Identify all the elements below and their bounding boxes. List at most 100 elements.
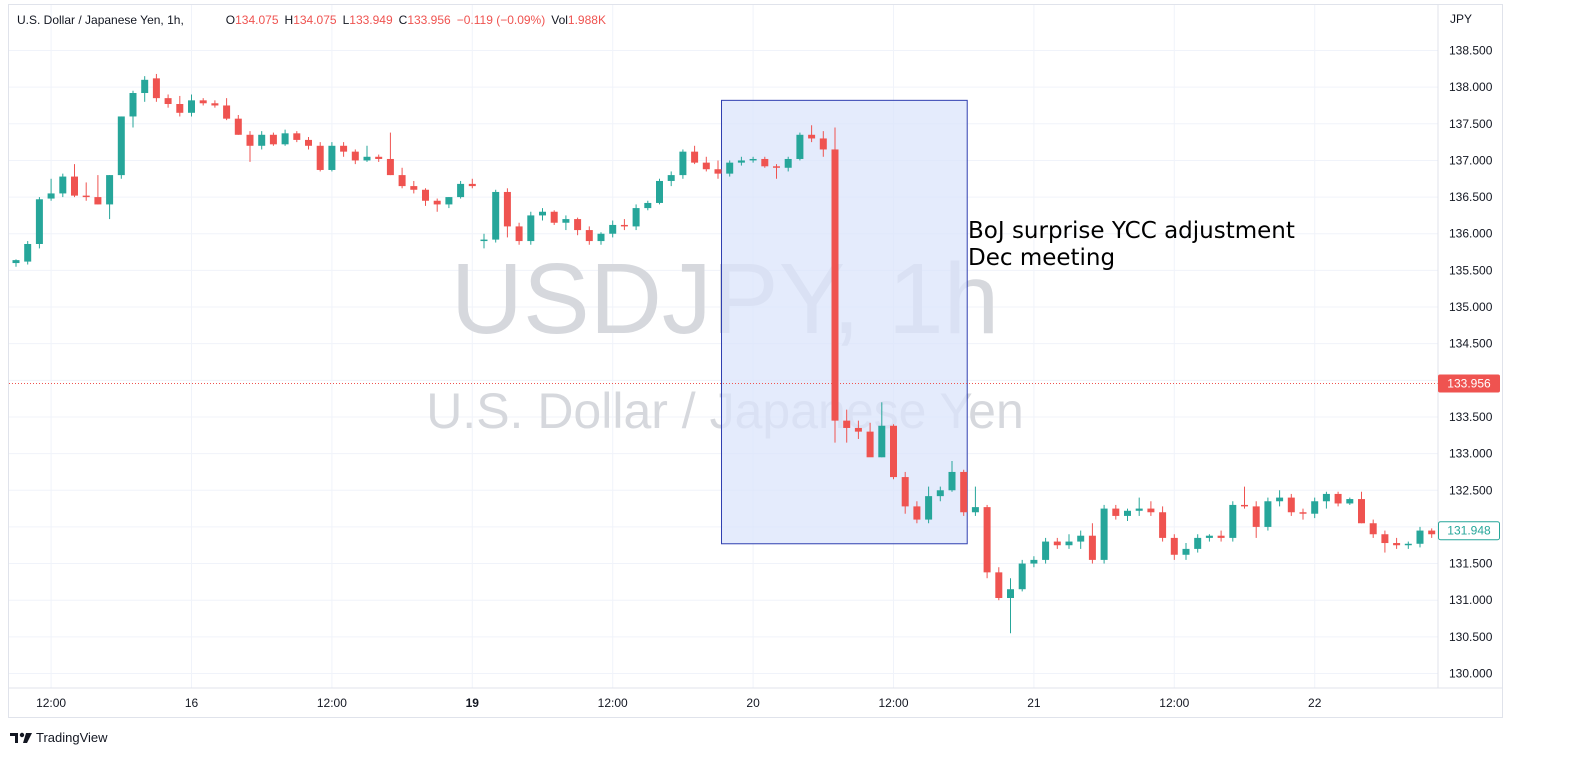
candle[interactable] (632, 204, 640, 231)
time-axis[interactable]: 12:00 16 12:00 19 12:00 20 12:00 21 12:00 22 (9, 687, 1502, 710)
candle[interactable] (1264, 497, 1272, 531)
candle[interactable] (141, 76, 149, 102)
candle[interactable] (539, 208, 546, 221)
candle[interactable] (691, 145, 699, 165)
candle[interactable] (1241, 486, 1248, 509)
candle[interactable] (106, 175, 114, 220)
candle[interactable] (1053, 537, 1061, 549)
candle[interactable] (422, 188, 429, 206)
candle[interactable] (761, 156, 769, 168)
candle[interactable] (843, 409, 851, 443)
tradingview-brand[interactable]: TradingView (36, 730, 108, 745)
candle[interactable] (585, 226, 593, 245)
candle[interactable] (375, 154, 383, 162)
candle[interactable] (995, 567, 1003, 601)
candle[interactable] (281, 129, 289, 146)
candle[interactable] (1018, 559, 1026, 592)
candle[interactable] (164, 94, 172, 108)
candle[interactable] (1217, 530, 1225, 542)
candle[interactable] (1346, 497, 1354, 505)
candle[interactable] (269, 132, 277, 146)
candle[interactable] (398, 167, 406, 189)
candle[interactable] (234, 114, 242, 135)
candle[interactable] (316, 142, 324, 172)
candle[interactable] (363, 145, 371, 162)
candle[interactable] (328, 142, 336, 172)
candle[interactable] (971, 486, 979, 516)
candle[interactable] (726, 160, 734, 177)
candle[interactable] (1088, 523, 1096, 564)
candle[interactable] (1170, 534, 1178, 560)
candle[interactable] (433, 198, 441, 212)
candle[interactable] (620, 219, 628, 231)
candle[interactable] (503, 188, 511, 238)
candle[interactable] (1229, 501, 1237, 542)
candle[interactable] (305, 136, 312, 150)
candle[interactable] (1100, 504, 1108, 564)
candle[interactable] (644, 200, 652, 211)
candle[interactable] (550, 210, 558, 225)
candle[interactable] (1287, 493, 1295, 516)
candle[interactable] (878, 402, 886, 458)
candle[interactable] (925, 486, 933, 524)
candle[interactable] (901, 471, 909, 514)
candle[interactable] (1358, 491, 1365, 524)
candle[interactable] (609, 220, 617, 238)
candle[interactable] (1182, 543, 1190, 560)
candle[interactable] (1428, 528, 1436, 538)
candle[interactable] (468, 178, 476, 189)
candle[interactable] (1393, 537, 1401, 549)
candle[interactable] (831, 127, 839, 443)
candle[interactable] (773, 164, 780, 179)
candle[interactable] (59, 173, 67, 198)
candle[interactable] (960, 469, 968, 516)
annotation[interactable]: BoJ surprise YCC adjustment Dec meeting (968, 218, 1295, 271)
highlight-rectangle[interactable] (721, 99, 968, 545)
candle[interactable] (1416, 526, 1424, 548)
candle[interactable] (714, 160, 722, 179)
candle[interactable] (854, 420, 862, 439)
candle[interactable] (1077, 530, 1085, 549)
candle[interactable] (211, 100, 219, 108)
candle[interactable] (1205, 534, 1213, 542)
candle[interactable] (890, 424, 897, 480)
candle[interactable] (1404, 541, 1412, 549)
candle[interactable] (35, 197, 43, 249)
price-axis[interactable]: JPY 138.500 138.000 137.500 137.000 136.500 1… (1437, 5, 1493, 688)
candle[interactable] (1381, 530, 1389, 553)
candle[interactable] (340, 142, 348, 157)
candle[interactable] (1299, 508, 1307, 520)
candle[interactable] (702, 156, 710, 172)
footer[interactable]: TradingView (10, 730, 108, 745)
candle[interactable] (246, 131, 254, 162)
candle[interactable] (796, 132, 804, 161)
candle[interactable] (819, 131, 827, 157)
candle[interactable] (656, 178, 663, 205)
candle[interactable] (386, 132, 394, 176)
candle[interactable] (82, 182, 90, 201)
candle[interactable] (24, 241, 32, 265)
candle[interactable] (936, 486, 944, 502)
tradingview-logo-icon[interactable] (10, 731, 32, 745)
candle[interactable] (1042, 537, 1050, 564)
candle[interactable] (1311, 497, 1319, 519)
candle[interactable] (866, 422, 874, 458)
candle[interactable] (12, 259, 20, 267)
candle[interactable] (597, 232, 605, 245)
candle[interactable] (117, 116, 125, 179)
candle[interactable] (1252, 501, 1260, 538)
candle[interactable] (1065, 534, 1073, 549)
candle[interactable] (562, 215, 570, 231)
candle[interactable] (948, 460, 956, 492)
candle[interactable] (1334, 491, 1342, 507)
candle[interactable] (188, 94, 195, 117)
candle[interactable] (784, 156, 792, 172)
candle[interactable] (457, 180, 465, 199)
candle[interactable] (1030, 556, 1038, 568)
candle[interactable] (679, 149, 687, 179)
chart-frame[interactable] (8, 4, 1503, 718)
candle[interactable] (1322, 491, 1330, 509)
candle[interactable] (47, 178, 55, 201)
candle[interactable] (94, 175, 102, 205)
